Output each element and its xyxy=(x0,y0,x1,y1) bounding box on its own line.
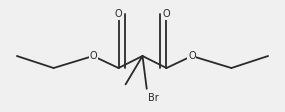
Text: O: O xyxy=(188,51,196,61)
Text: O: O xyxy=(163,10,170,19)
Text: Br: Br xyxy=(148,93,159,103)
Text: O: O xyxy=(89,51,97,61)
Text: O: O xyxy=(115,10,122,19)
